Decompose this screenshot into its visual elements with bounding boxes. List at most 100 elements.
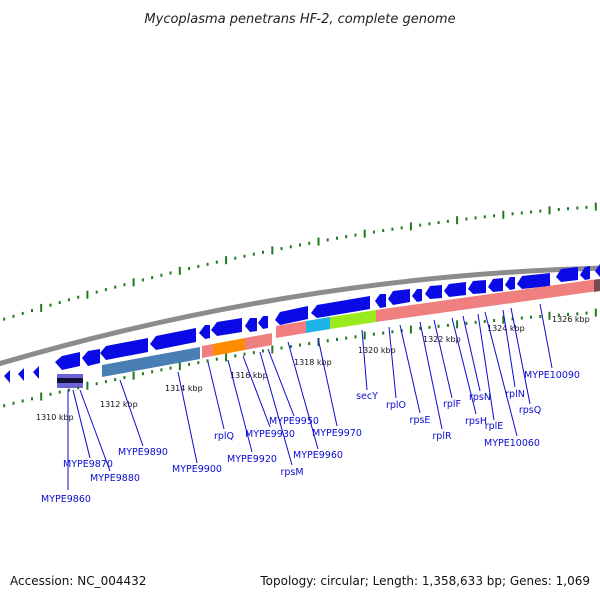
minor-tick [151, 370, 154, 374]
gene-label: rpsE [410, 415, 431, 426]
cds-arrow-reverse [4, 370, 10, 383]
scale-label: 1312 kbp [100, 400, 138, 409]
cds-arrow [275, 306, 308, 325]
minor-tick [428, 325, 431, 329]
minor-tick [262, 250, 264, 254]
leader-line [399, 324, 421, 414]
minor-tick [520, 211, 523, 215]
scale-label: 1310 kbp [36, 413, 74, 422]
minor-tick [382, 229, 385, 233]
minor-tick [243, 352, 246, 356]
minor-tick [31, 397, 33, 401]
minor-tick [567, 312, 569, 316]
minor-tick [12, 314, 15, 318]
major-tick [132, 371, 135, 380]
minor-tick [206, 262, 209, 266]
minor-tick [169, 366, 172, 370]
minor-tick [215, 260, 218, 264]
inner-tick-ring [3, 308, 597, 408]
major-tick [40, 303, 43, 312]
minor-tick [289, 345, 292, 348]
gene-label: secY [356, 391, 378, 402]
region-small-block-core [57, 378, 83, 383]
major-tick [548, 206, 551, 215]
minor-tick [234, 354, 237, 358]
minor-tick [530, 315, 533, 319]
gene-label: MYPE10060 [484, 438, 540, 449]
major-tick [594, 202, 597, 211]
cds-arrow-reverse [18, 368, 24, 381]
leader-line [502, 309, 516, 388]
major-tick [225, 353, 228, 362]
cds-arrow [388, 289, 410, 305]
minor-tick [391, 227, 394, 231]
cds-arrow [375, 294, 386, 308]
minor-tick [114, 378, 117, 382]
leader-line [227, 359, 253, 453]
minor-tick [141, 278, 144, 282]
minor-tick [206, 359, 209, 363]
scale-label: 1318 kbp [294, 358, 332, 367]
cds-arrow [211, 318, 242, 336]
minor-tick [67, 388, 70, 392]
minor-tick [474, 216, 477, 220]
major-tick [271, 246, 274, 255]
minor-tick [483, 215, 486, 219]
leader-line [484, 311, 518, 437]
minor-tick [345, 336, 348, 340]
gene-leader-lines [67, 303, 553, 490]
minor-tick [21, 399, 24, 403]
major-tick [40, 392, 43, 401]
minor-tick [77, 295, 80, 299]
minor-tick [49, 392, 52, 396]
cds-arrow [488, 278, 503, 292]
cds-arrow [150, 328, 196, 350]
gene-label: rpsM [280, 467, 303, 478]
cds-arrow [444, 282, 466, 297]
cds-arrow [100, 338, 148, 360]
major-tick [502, 210, 505, 219]
gene-label: MYPE9880 [90, 473, 140, 484]
minor-tick [465, 321, 468, 325]
minor-tick [31, 309, 33, 313]
minor-tick [428, 222, 431, 226]
minor-tick [243, 254, 246, 258]
minor-tick [511, 212, 514, 216]
cds-arrow [245, 318, 257, 332]
minor-tick [58, 390, 61, 394]
accession-text: Accession: NC_004432 [10, 574, 146, 588]
gene-label: rpsH [465, 416, 487, 427]
cds-arrow [82, 349, 100, 366]
minor-tick [160, 273, 163, 277]
gene-label: MYPE9970 [312, 428, 362, 439]
gene-label: MYPE10090 [524, 370, 580, 381]
cds-arrow [55, 352, 80, 370]
minor-tick [12, 401, 15, 405]
gene-labels: MYPE9860 MYPE9870 MYPE9880 MYPE9890 MYPE… [41, 370, 580, 505]
minor-tick [474, 320, 477, 324]
gene-label: MYPE9930 [245, 429, 295, 440]
region-pink [202, 344, 213, 358]
minor-tick [419, 223, 422, 227]
minor-tick [21, 311, 24, 315]
minor-tick [576, 312, 579, 316]
minor-tick [252, 252, 255, 256]
region-steelblue [102, 347, 200, 377]
minor-tick [557, 208, 560, 211]
minor-tick [539, 209, 542, 213]
leader-line [287, 341, 319, 450]
minor-tick [77, 386, 80, 390]
minor-tick [308, 342, 311, 346]
leader-line [72, 389, 91, 459]
leader-line [259, 351, 293, 466]
leader-line [177, 371, 198, 464]
minor-tick [585, 311, 588, 315]
leader-line [419, 321, 443, 430]
leader-line [433, 319, 453, 399]
scale-label: 1320 kbp [358, 346, 396, 355]
minor-tick [262, 349, 264, 353]
minor-tick [336, 337, 338, 341]
major-tick [502, 315, 505, 324]
major-tick [178, 266, 181, 275]
